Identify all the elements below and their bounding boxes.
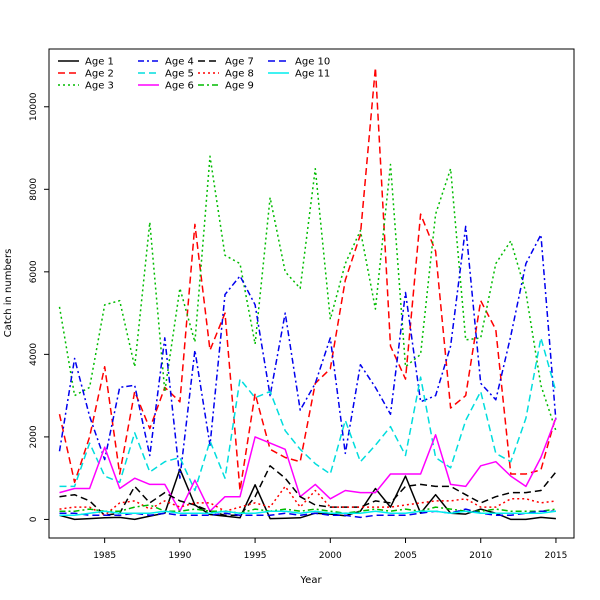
series-line-age-10 xyxy=(59,508,556,519)
x-axis-title: Year xyxy=(299,575,322,586)
x-tick-label: 1990 xyxy=(168,551,191,561)
x-axis: 1985 1990 1995 2000 2005 2010 2015 xyxy=(93,538,567,561)
legend-label-age-11: Age 11 xyxy=(295,69,330,80)
series-line-age-6 xyxy=(59,418,557,512)
x-tick-label: 2000 xyxy=(319,551,342,561)
series-line-age-7 xyxy=(59,465,557,517)
plot-frame xyxy=(48,48,575,539)
legend-label-age-7: Age 7 xyxy=(225,57,254,68)
legend-label-age-3: Age 3 xyxy=(85,81,114,92)
series-lines xyxy=(58,66,557,521)
x-tick-label: 1995 xyxy=(244,551,267,561)
y-tick-label: 4000 xyxy=(29,343,39,366)
y-tick-label: 10000 xyxy=(29,92,39,121)
y-tick-label: 6000 xyxy=(29,260,39,283)
legend-label-age-1: Age 1 xyxy=(85,57,114,68)
series-line-age-3 xyxy=(58,155,557,431)
y-axis: 0 2000 4000 6000 8000 10000 xyxy=(29,92,49,522)
y-tick-label: 0 xyxy=(29,516,39,522)
series-line-age-8 xyxy=(59,485,556,517)
x-tick-label: 2015 xyxy=(544,551,567,561)
legend-label-age-2: Age 2 xyxy=(85,69,114,80)
legend-label-age-10: Age 10 xyxy=(295,57,330,68)
series-line-age-2 xyxy=(58,66,557,492)
legend-label-age-9: Age 9 xyxy=(225,81,254,92)
x-tick-label: 1985 xyxy=(93,551,116,561)
series-line-age-4 xyxy=(58,225,557,479)
legend-label-age-8: Age 8 xyxy=(225,69,254,80)
y-axis-title: Catch in numbers xyxy=(3,249,14,338)
series-line-age-5 xyxy=(59,337,557,492)
series-line-age-11 xyxy=(59,510,556,517)
y-tick-label: 8000 xyxy=(29,178,39,201)
legend-label-age-5: Age 5 xyxy=(165,69,194,80)
legend-label-age-4: Age 4 xyxy=(165,57,194,68)
y-tick-label: 2000 xyxy=(29,425,39,448)
legend-label-age-6: Age 6 xyxy=(165,81,194,92)
x-tick-label: 2005 xyxy=(394,551,417,561)
x-tick-label: 2010 xyxy=(469,551,492,561)
